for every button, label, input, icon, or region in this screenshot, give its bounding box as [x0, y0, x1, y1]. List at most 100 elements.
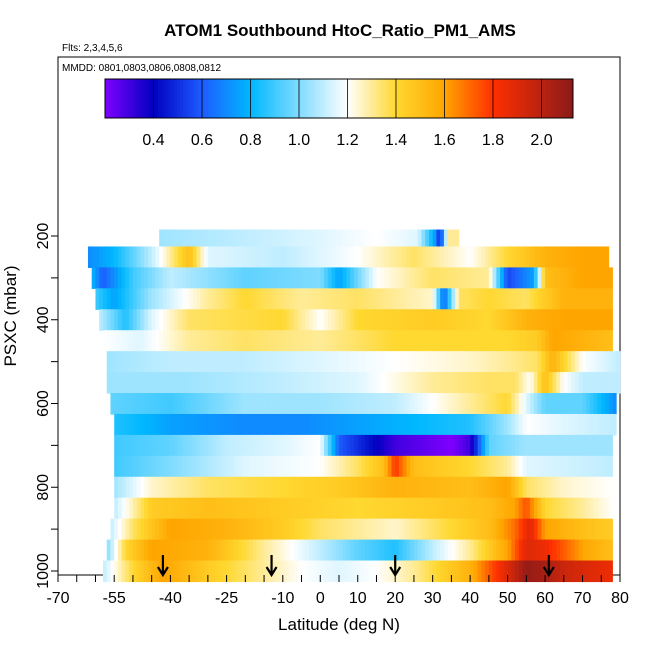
heatmap-cell: [260, 560, 265, 583]
heatmap-cell: [402, 393, 407, 415]
heatmap-cell: [492, 539, 497, 562]
heatmap-cell: [466, 393, 471, 415]
heatmap-cell: [155, 455, 160, 478]
heatmap-cell: [256, 372, 261, 394]
heatmap-cell: [192, 288, 198, 310]
heatmap-cell: [125, 267, 130, 289]
heatmap-cell: [121, 518, 126, 541]
heatmap-cell: [428, 539, 434, 562]
heatmap-cell: [597, 246, 602, 269]
heatmap-cell: [462, 539, 467, 562]
heatmap-cell: [428, 497, 434, 520]
heatmap-cell: [597, 267, 602, 289]
heatmap-cell: [200, 434, 205, 457]
heatmap-cell: [447, 539, 452, 562]
heatmap-cell: [590, 560, 595, 583]
heatmap-cell: [177, 518, 183, 541]
heatmap-cell: [470, 539, 475, 562]
heatmap-cell: [413, 434, 419, 457]
heatmap-cell: [590, 309, 595, 331]
heatmap-cell: [140, 351, 145, 373]
heatmap-cell: [286, 539, 291, 562]
heatmap-cell: [117, 246, 123, 269]
heatmap-cell: [548, 476, 553, 499]
heatmap-cell: [207, 288, 213, 310]
heatmap-cell: [271, 309, 276, 331]
heatmap-cell: [406, 288, 411, 310]
heatmap-row: [114, 476, 613, 499]
colorbar-swatch: [407, 79, 412, 118]
heatmap-cell: [151, 560, 156, 583]
heatmap-cell: [556, 372, 561, 394]
heatmap-cell: [290, 455, 295, 478]
heatmap-cell: [346, 476, 351, 499]
heatmap-cell: [357, 267, 362, 289]
colorbar-swatch: [523, 79, 527, 118]
heatmap-cell: [357, 455, 362, 478]
heatmap-cell: [192, 372, 198, 394]
colorbar-swatch: [276, 79, 281, 118]
heatmap-cell: [294, 393, 299, 415]
heatmap-cell: [556, 434, 561, 457]
heatmap-cell: [376, 267, 381, 289]
heatmap-cell: [507, 288, 512, 310]
heatmap-cell: [256, 497, 261, 520]
heatmap-cell: [372, 560, 377, 583]
heatmap-cell: [492, 288, 497, 310]
heatmap-cell: [350, 413, 355, 436]
heatmap-cell: [316, 560, 321, 583]
heatmap-cell: [425, 330, 430, 352]
x-tick-label: 50: [499, 590, 517, 607]
heatmap-cell: [335, 539, 340, 562]
heatmap-cell: [342, 267, 347, 289]
heatmap-cell: [174, 393, 179, 415]
heatmap-cell: [309, 476, 314, 499]
heatmap-cell: [443, 372, 449, 394]
heatmap-cell: [402, 476, 407, 499]
heatmap-cell: [170, 309, 175, 331]
colorbar-swatch: [438, 79, 443, 118]
heatmap-cell: [144, 351, 149, 373]
heatmap-cell: [383, 434, 389, 457]
heatmap-cell: [106, 372, 111, 394]
heatmap-cell: [230, 476, 235, 499]
heatmap-cell: [605, 455, 610, 478]
heatmap-cell: [567, 434, 572, 457]
heatmap-cell: [417, 560, 422, 583]
heatmap-cell: [368, 246, 374, 269]
heatmap-cell: [350, 393, 355, 415]
heatmap-cell: [492, 393, 497, 415]
colorbar-tick-label: 1.8: [482, 132, 504, 149]
heatmap-cell: [391, 413, 396, 436]
heatmap-cell: [286, 455, 291, 478]
heatmap-cell: [331, 330, 336, 352]
heatmap-cell: [455, 497, 460, 520]
heatmap-cell: [353, 560, 359, 583]
colorbar-swatch: [329, 79, 334, 118]
heatmap-cell: [174, 351, 179, 373]
colorbar-swatch: [473, 79, 477, 118]
heatmap-cell: [305, 539, 310, 562]
heatmap-cell: [211, 330, 216, 352]
heatmap-cell: [106, 330, 111, 352]
y-tick-label: 1000: [35, 553, 52, 589]
heatmap-cell: [207, 476, 213, 499]
heatmap-cell: [279, 288, 284, 310]
heatmap-cell: [368, 518, 374, 541]
heatmap-cell: [192, 497, 198, 520]
heatmap-cell: [470, 267, 475, 289]
heatmap-cell: [204, 351, 209, 373]
heatmap-cell: [196, 330, 201, 352]
heatmap-cell: [339, 560, 344, 583]
heatmap-cell: [357, 518, 362, 541]
heatmap-cell: [226, 372, 231, 394]
heatmap-cell: [383, 455, 389, 478]
heatmap-cell: [571, 330, 576, 352]
heatmap-cell: [462, 393, 467, 415]
heatmap-cell: [582, 497, 587, 520]
heatmap-cell: [320, 246, 325, 269]
heatmap-cell: [339, 288, 344, 310]
heatmap-cell: [518, 539, 523, 562]
heatmap-cell: [586, 393, 591, 415]
heatmap-cell: [346, 330, 351, 352]
